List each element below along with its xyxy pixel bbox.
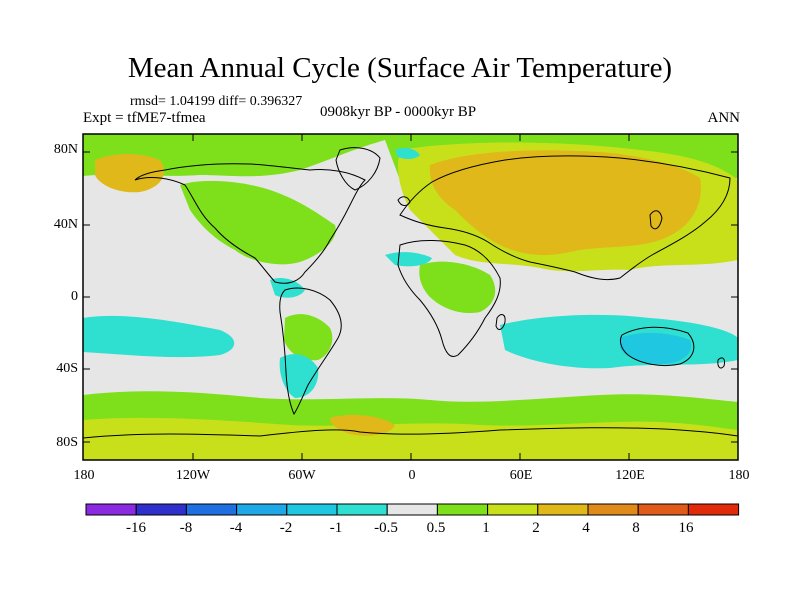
lat-label-40n: 40N xyxy=(53,217,78,232)
temperature-field xyxy=(83,134,738,460)
africa-warm-patch xyxy=(419,261,496,314)
colorbar-box xyxy=(487,503,539,516)
new-zealand-coast xyxy=(717,357,725,369)
colorbar-box xyxy=(336,503,388,516)
colorbar-box xyxy=(236,503,288,516)
lon-label-60e: 60E xyxy=(509,468,533,483)
colorbar-label: -1 xyxy=(329,520,343,536)
colorbar-label: 8 xyxy=(632,520,640,536)
colorbar-label: 0.5 xyxy=(426,520,446,536)
period-label: 0908kyr BP - 0000kyr BP xyxy=(320,104,477,120)
colorbar xyxy=(85,503,740,516)
south-america-cool xyxy=(279,354,319,398)
colorbar-box xyxy=(537,503,589,516)
sahara-cool xyxy=(385,252,432,267)
colorbar-box xyxy=(286,503,338,516)
axis-ticks xyxy=(83,134,738,460)
season-label: ANN xyxy=(707,110,741,126)
colorbar-label: -2 xyxy=(279,520,293,536)
map-title: Mean Annual Cycle (Surface Air Temperatu… xyxy=(127,52,673,84)
colorbar-label: 1 xyxy=(482,520,490,536)
lon-label-180e: 180 xyxy=(728,468,750,483)
eurasia-warm-strong xyxy=(429,150,701,256)
colorbar-label: 2 xyxy=(532,520,540,536)
lat-label-80s: 80S xyxy=(56,435,78,450)
coastlines xyxy=(83,147,738,439)
colorbar-box xyxy=(436,503,489,516)
south-america-coast xyxy=(279,287,342,416)
colorbar-label: -4 xyxy=(229,520,243,536)
arctic-cool-patch xyxy=(395,147,420,160)
colorbar-label: -8 xyxy=(179,520,193,536)
lon-label-180w: 180 xyxy=(73,468,95,483)
rmsd-diff-stats: rmsd= 1.04199 diff= 0.396327 xyxy=(130,94,303,109)
colorbar-label: -0.5 xyxy=(374,520,398,536)
colorbar-box xyxy=(185,503,238,516)
lat-label-40s: 40S xyxy=(56,361,78,376)
lat-label-0: 0 xyxy=(71,289,78,304)
australia-cool xyxy=(620,332,692,365)
colorbar-label: 16 xyxy=(678,520,694,536)
antarctica-coast xyxy=(83,427,738,439)
map-frame xyxy=(82,133,739,461)
eurasia-coast xyxy=(399,155,731,281)
experiment-label: Expt = tfME7-tfmea xyxy=(83,110,206,126)
colorbar-label: -16 xyxy=(126,520,146,536)
lon-label-120w: 120W xyxy=(175,468,211,483)
japan-coast xyxy=(649,210,663,230)
lon-label-0: 0 xyxy=(408,468,416,483)
british-isles-coast xyxy=(397,196,411,206)
africa-coast xyxy=(397,239,501,357)
colorbar-label: 4 xyxy=(582,520,590,536)
lon-label-60w: 60W xyxy=(288,468,316,483)
south-america-warm xyxy=(284,314,333,361)
lat-label-80n: 80N xyxy=(53,142,78,157)
lon-label-120e: 120E xyxy=(615,468,645,483)
north-america-warm xyxy=(180,180,336,265)
colorbar-box xyxy=(85,503,137,516)
north-america-coast xyxy=(134,163,366,284)
colorbar-box xyxy=(637,503,689,516)
colorbar-box xyxy=(587,503,639,516)
madagascar-coast xyxy=(495,314,506,330)
north-canada-warm-strong xyxy=(95,154,164,193)
greenland-coast xyxy=(335,147,381,191)
colorbar-box xyxy=(687,503,740,516)
colorbar-box xyxy=(135,503,187,516)
australia-coast xyxy=(619,326,695,367)
colorbar-box xyxy=(386,503,438,516)
pacific-cool-band xyxy=(83,315,235,358)
